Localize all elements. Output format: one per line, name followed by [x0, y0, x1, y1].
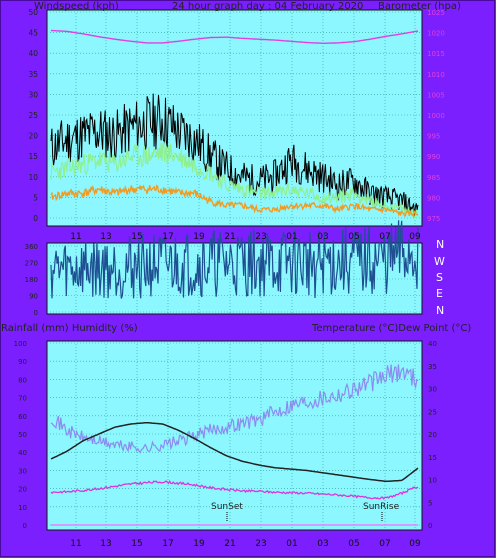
sunrise-label: SunRise: [363, 502, 400, 512]
wind-x-tick-11: 09: [409, 232, 421, 242]
temperature-y-tick-8: 40: [428, 340, 437, 348]
chart-title: 24 hour graph day : 04 February 2020: [172, 1, 363, 12]
temperature-y-tick-5: 25: [428, 408, 437, 416]
temperature-y-tick-1: 5: [428, 499, 432, 507]
temp-x-tick-5: 21: [224, 539, 235, 549]
pressure-series-line: [50, 29, 419, 44]
barometer-y-tick-7: 1010: [427, 71, 445, 79]
barometer-y-tick-6: 1005: [427, 91, 445, 99]
wind-low-series-line: [50, 184, 419, 219]
wind-y-tick-7: 35: [28, 70, 38, 79]
wind-y-tick-3: 15: [28, 152, 38, 161]
wind-x-tick-6: 23: [255, 232, 266, 242]
humidity-y-tick-10: 100: [14, 340, 27, 348]
temp-x-tick-9: 05: [348, 539, 359, 549]
wind-x-tick-2: 15: [131, 232, 142, 242]
barometer-y-tick-10: 1025: [427, 9, 445, 17]
wind-y-tick-10: 50: [28, 8, 38, 17]
direction-y-tick-2: 180: [25, 276, 38, 284]
humidity-y-tick-5: 50: [18, 431, 27, 439]
wind-y-tick-0: 0: [33, 214, 38, 223]
temperature-y-tick-3: 15: [428, 454, 437, 462]
temp-plot-area: [46, 340, 423, 531]
dewpoint-series-line: [50, 480, 419, 500]
temperature-axis-title: Temperature (°C)Dew Point (°C): [311, 323, 471, 334]
barometer-y-tick-8: 1015: [427, 50, 445, 58]
wind-y-tick-4: 20: [28, 132, 38, 141]
barometer-y-tick-9: 1020: [427, 30, 445, 38]
wind-x-tick-1: 13: [100, 232, 111, 242]
direction-label-n-bottom: N: [436, 304, 444, 317]
axis-labels: 0510152025303540455097598098599099510001…: [14, 8, 445, 549]
temperature-y-tick-6: 30: [428, 386, 437, 394]
wind-x-tick-0: 11: [70, 232, 81, 242]
humidity-y-tick-1: 10: [18, 504, 27, 512]
temperature-series-line: [50, 421, 419, 483]
barometer-y-tick-1: 980: [427, 194, 440, 202]
temperature-y-tick-7: 35: [428, 363, 437, 371]
barometer-axis-title: Barometer (hpa): [378, 1, 461, 12]
humidity-y-tick-7: 70: [18, 395, 27, 403]
temp-x-tick-11: 09: [409, 539, 421, 549]
humidity-y-tick-2: 20: [18, 486, 27, 494]
temp-x-tick-10: 07: [379, 539, 390, 549]
humidity-y-tick-6: 60: [18, 413, 27, 421]
humidity-series-line: [50, 364, 419, 454]
wind-x-tick-8: 03: [317, 232, 328, 242]
direction-y-tick-3: 270: [25, 260, 38, 268]
direction-label-e: E: [436, 287, 443, 300]
wind-axis-title: Windspeed (kph): [34, 1, 119, 12]
temp-x-tick-0: 11: [70, 539, 81, 549]
barometer-y-tick-3: 990: [427, 153, 440, 161]
wind-y-tick-8: 40: [28, 49, 38, 58]
humidity-y-tick-4: 40: [18, 449, 27, 457]
direction-y-tick-0: 0: [34, 309, 38, 317]
temp-x-tick-4: 19: [193, 539, 205, 549]
direction-series-line: [50, 220, 419, 299]
barometer-y-tick-5: 1000: [427, 112, 445, 120]
wind-y-tick-9: 45: [28, 29, 38, 38]
humidity-y-tick-9: 90: [18, 358, 27, 366]
direction-label-w: W: [434, 255, 445, 268]
temp-x-tick-7: 01: [286, 539, 297, 549]
wind-y-tick-1: 5: [33, 193, 38, 202]
temperature-y-tick-4: 20: [428, 431, 437, 439]
barometer-y-tick-0: 975: [427, 215, 440, 223]
wind-y-tick-2: 10: [28, 173, 38, 182]
wind-x-tick-3: 17: [162, 232, 173, 242]
humidity-y-tick-0: 0: [23, 522, 27, 530]
barometer-y-tick-4: 995: [427, 133, 440, 141]
grid-lines: [47, 10, 422, 530]
humidity-y-tick-3: 30: [18, 467, 27, 475]
barometer-y-tick-2: 985: [427, 174, 440, 182]
direction-label-n-top: N: [436, 238, 444, 251]
temperature-y-tick-2: 10: [428, 477, 437, 485]
humidity-axis-title: Rainfall (mm) Humidity (%): [1, 323, 138, 334]
wind-y-tick-6: 30: [28, 90, 38, 99]
wind-x-tick-9: 05: [348, 232, 359, 242]
temp-x-tick-2: 15: [131, 539, 142, 549]
temp-x-tick-6: 23: [255, 539, 266, 549]
wind-x-tick-4: 19: [193, 232, 205, 242]
direction-y-tick-4: 360: [25, 243, 38, 251]
temp-x-tick-3: 17: [162, 539, 173, 549]
direction-y-tick-1: 90: [29, 293, 38, 301]
temperature-y-tick-0: 0: [428, 522, 432, 530]
temp-x-tick-8: 03: [317, 539, 328, 549]
sunset-label: SunSet: [211, 502, 243, 512]
wind-x-tick-5: 21: [224, 232, 235, 242]
direction-label-s: S: [436, 271, 443, 284]
humidity-y-tick-8: 80: [18, 376, 27, 384]
temp-x-tick-1: 13: [100, 539, 111, 549]
wind-average-series-line: [50, 141, 419, 220]
wind-y-tick-5: 25: [28, 111, 38, 120]
wind-x-tick-10: 07: [379, 232, 390, 242]
wind-x-tick-7: 01: [286, 232, 297, 242]
series-layer: [50, 29, 419, 526]
